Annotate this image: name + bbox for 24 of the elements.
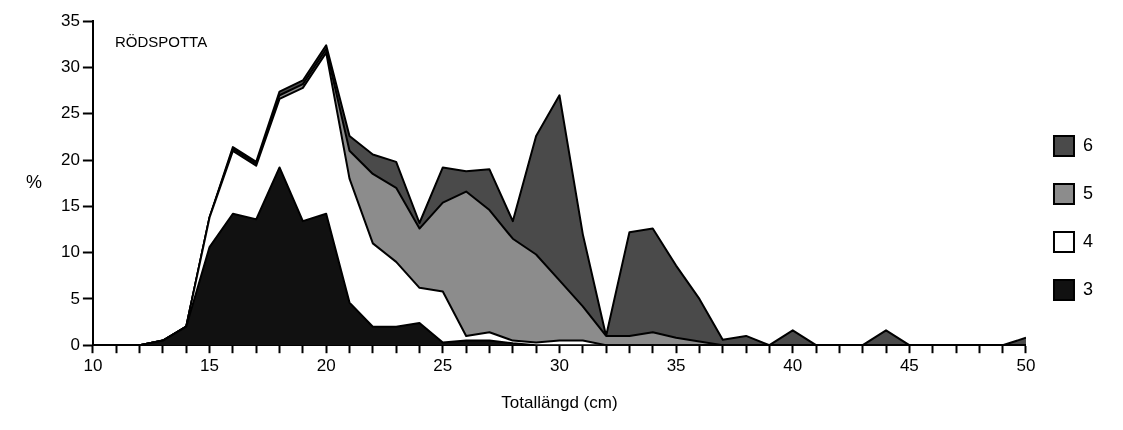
legend-label: 3 xyxy=(1082,278,1093,299)
legend-label: 4 xyxy=(1082,230,1093,251)
x-tick-label: 15 xyxy=(200,356,220,376)
y-tick-label: 10 xyxy=(60,242,80,262)
x-tick-label: 50 xyxy=(1016,356,1036,376)
x-axis-title: Totallängd (cm) xyxy=(501,393,618,413)
x-tick-label: 20 xyxy=(316,356,336,376)
annotation: RÖDSPOTTA xyxy=(114,32,208,50)
x-tick-label: 45 xyxy=(899,356,919,376)
y-tick-label: 15 xyxy=(60,196,80,216)
legend-label: 6 xyxy=(1082,134,1093,155)
x-tick-label: 40 xyxy=(783,356,803,376)
y-tick-label: 5 xyxy=(70,288,80,308)
x-tick-label: 25 xyxy=(433,356,453,376)
y-tick-label: 0 xyxy=(70,334,80,354)
legend-label: 5 xyxy=(1082,182,1093,203)
y-tick-label: 25 xyxy=(60,103,80,123)
x-tick-label: 35 xyxy=(666,356,686,376)
y-tick-label: 30 xyxy=(60,57,80,77)
y-axis-title: % xyxy=(25,172,43,193)
y-tick-label: 35 xyxy=(60,10,80,30)
y-tick-label: 20 xyxy=(60,149,80,169)
x-tick-label: 30 xyxy=(549,356,569,376)
x-tick-label: 10 xyxy=(83,356,103,376)
